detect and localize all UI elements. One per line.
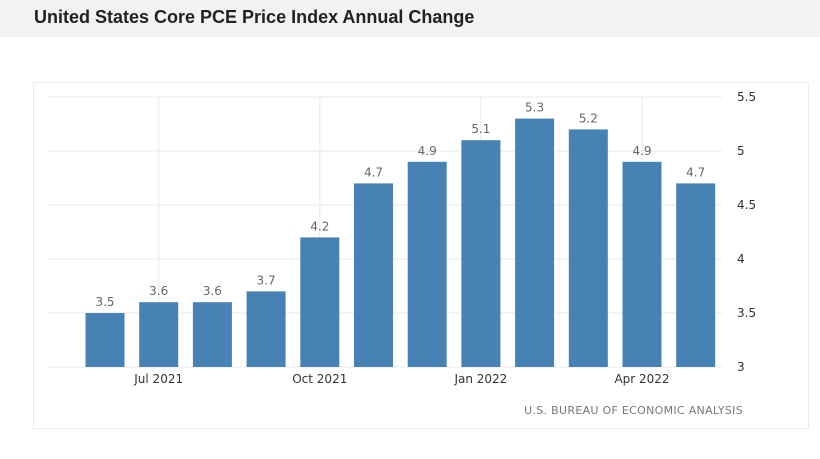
bar (461, 140, 501, 367)
bar (515, 118, 555, 367)
page-header: United States Core PCE Price Index Annua… (0, 0, 820, 37)
chart-y-axis: 3 3.5 4 4.5 5 5.5 (737, 90, 756, 374)
y-tick-label: 3.5 (737, 306, 756, 320)
page-title: United States Core PCE Price Index Annua… (34, 7, 475, 27)
bar-value-label: 4.9 (418, 144, 437, 158)
bar-value-label: 5.2 (579, 111, 598, 125)
bar (246, 291, 286, 367)
bar-value-label: 3.6 (203, 284, 222, 298)
y-tick-label: 5 (737, 144, 745, 158)
bar-value-label: 4.7 (364, 165, 383, 179)
y-tick-label: 4.5 (737, 198, 756, 212)
bar (85, 313, 125, 367)
bar (354, 183, 393, 367)
bar (139, 302, 179, 367)
y-tick-label: 5.5 (737, 90, 756, 104)
bar (300, 237, 340, 367)
bar (192, 302, 232, 367)
chart-data-labels: 3.5 3.6 3.6 3.7 4.2 4.7 4.9 5.1 5.3 5.2 4.9 4.7 (95, 101, 705, 309)
chart-bars (85, 118, 716, 367)
x-tick-label: Jul 2021 (133, 372, 183, 386)
x-tick-label: Jan 2022 (453, 372, 507, 386)
y-tick-label: 3 (737, 360, 745, 374)
bar (568, 129, 608, 367)
chart-x-axis: Jul 2021 Oct 2021 Jan 2022 Apr 2022 (133, 372, 669, 386)
bar (676, 183, 716, 367)
bar-value-label: 3.6 (149, 284, 168, 298)
bar (622, 161, 662, 367)
bar-value-label: 3.5 (95, 295, 114, 309)
bar-value-label: 4.7 (686, 165, 705, 179)
y-tick-label: 4 (737, 252, 745, 266)
bar (407, 161, 447, 367)
bar-value-label: 5.3 (525, 101, 544, 115)
chart-frame (33, 82, 809, 429)
bar-value-label: 4.2 (310, 219, 329, 233)
bar-value-label: 4.9 (632, 144, 651, 158)
x-tick-label: Apr 2022 (614, 372, 669, 386)
bar-value-label: 5.1 (471, 122, 490, 136)
x-tick-label: Oct 2021 (292, 372, 347, 386)
bar-value-label: 3.7 (257, 273, 276, 287)
source-label: U.S. BUREAU OF ECONOMIC ANALYSIS (524, 404, 743, 417)
